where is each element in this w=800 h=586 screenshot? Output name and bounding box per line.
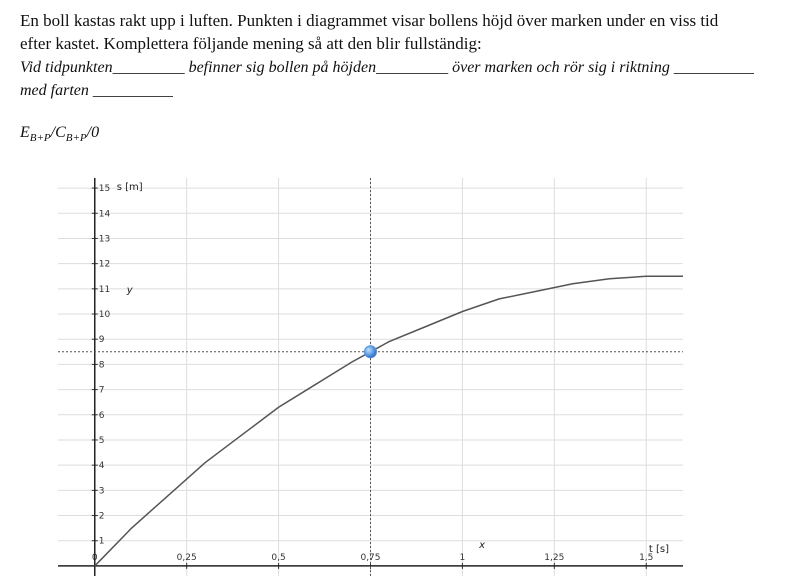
intro-line: efter kastet. Komplettera följande menin…: [20, 34, 482, 53]
intro-line: En boll kastas rakt upp i luften. Punkte…: [20, 11, 719, 30]
x-name: x: [478, 540, 485, 551]
y-tick-label: 15: [99, 184, 110, 194]
y-tick-label: 10: [99, 310, 111, 320]
y-tick-label: 7: [99, 386, 105, 396]
y-axis-label: s [m]: [117, 182, 143, 193]
point: [364, 345, 377, 359]
y-tick-label: 12: [99, 260, 110, 270]
score-sub: B+P: [66, 132, 87, 144]
y-tick-label: 2: [99, 512, 105, 522]
y-tick-label: 8: [99, 360, 105, 370]
y-tick-label: 11: [99, 285, 110, 295]
x-tick-label: 0,75: [360, 553, 380, 563]
y-tick-label: 14: [99, 209, 111, 219]
score-part: /0: [86, 124, 99, 141]
y-name: y: [126, 285, 134, 296]
sentence-line: Vid tidpunkten_________ befinner sig bol…: [20, 59, 755, 76]
x-tick-label: 0,25: [177, 553, 197, 563]
y-tick-label: 1: [99, 537, 105, 547]
y-tick-label: 4: [99, 461, 105, 471]
score-sub: B+P: [30, 132, 51, 144]
x-tick-label: 1: [460, 553, 466, 563]
y-tick-label: 9: [99, 335, 105, 345]
sentence-line: med farten __________: [20, 82, 174, 99]
score-part: E: [19, 124, 30, 141]
y-tick-label: 5: [99, 436, 105, 446]
x-tick-label: 1,5: [639, 553, 653, 563]
score-part: /C: [50, 124, 66, 141]
y-tick-label: 13: [99, 234, 110, 244]
chart: 12345678910111213141500,250,50,7511,251,…: [58, 178, 683, 576]
y-tick-label: 3: [99, 486, 105, 496]
x-axis-label: t [s]: [649, 544, 669, 555]
y-tick-label: 6: [99, 411, 105, 421]
curve: [94, 275, 683, 567]
score: EB+P/CB+P/0: [19, 124, 99, 144]
x-tick-label: 0,5: [271, 553, 285, 563]
x-tick-label: 1,25: [544, 553, 564, 563]
